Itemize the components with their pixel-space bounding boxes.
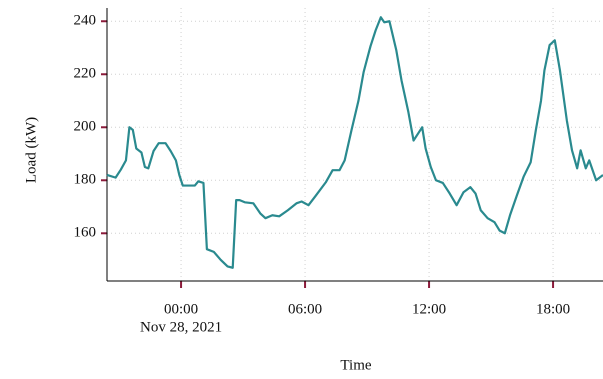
y-axis-title: Load (kW)	[23, 117, 39, 183]
x-tick-label: 06:00	[288, 301, 322, 317]
y-tick-label: 200	[74, 119, 97, 135]
y-tick-label: 220	[74, 66, 97, 82]
x-tick-label: 18:00	[536, 301, 570, 317]
x-tick-label: 12:00	[412, 301, 446, 317]
x-date-label: Nov 28, 2021	[140, 319, 222, 335]
x-axis-title: Time	[340, 357, 371, 373]
y-tick-label: 180	[74, 172, 97, 188]
data-line	[106, 16, 603, 269]
x-tick-label: 00:00	[164, 301, 198, 317]
y-tick-label: 240	[74, 13, 97, 29]
y-tick-label: 160	[74, 225, 97, 241]
